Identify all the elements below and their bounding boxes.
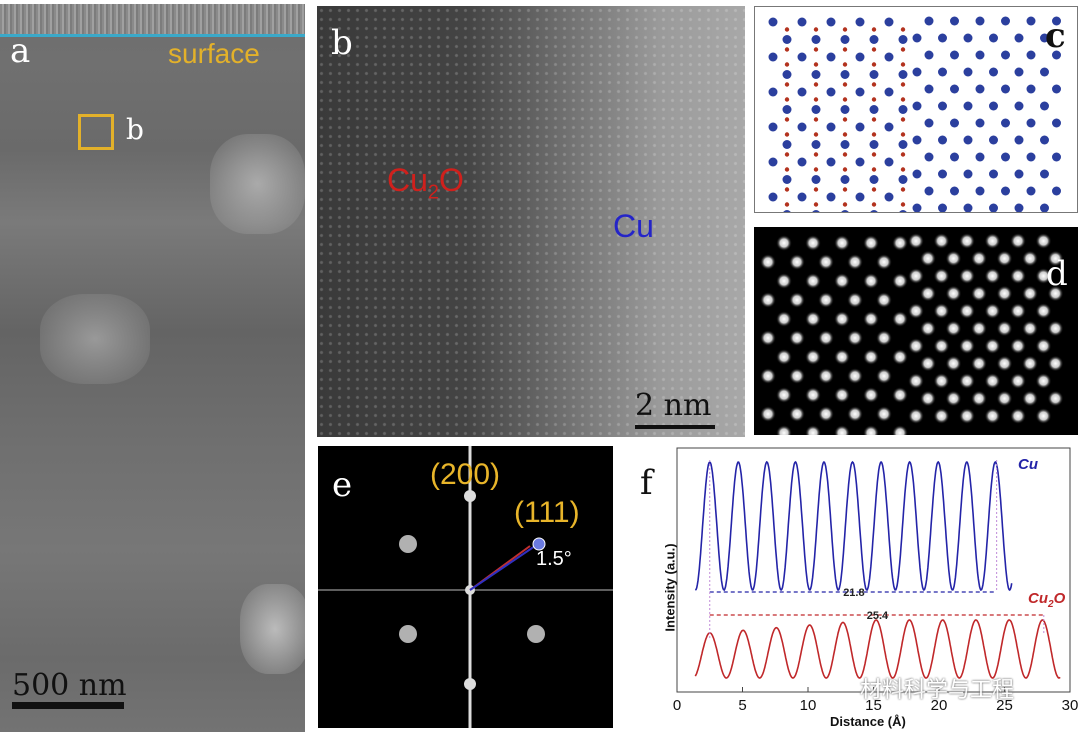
roi-label: b (126, 113, 144, 146)
panel-f-line-profile: 0 5 10 15 20 25 30 21.8 25.4 f Cu Cu2O Intensity… (640, 440, 1080, 732)
atomic-model-svg (768, 16, 1061, 212)
scale-bar (12, 702, 124, 709)
grain-contrast (210, 134, 305, 234)
fft-pattern-svg (318, 446, 613, 728)
panel-label-f: f (640, 463, 653, 503)
misorientation-angle: 1.5° (536, 548, 572, 570)
panel-a-tem-image: a surface b 500 nm (0, 4, 305, 732)
panel-label-b: b (331, 23, 353, 63)
panel-d-simulated-image: d (754, 227, 1078, 435)
surface-interface-line (0, 34, 305, 37)
cu-label: Cu (613, 208, 654, 244)
surface-label: surface (168, 38, 260, 69)
scale-bar-label: 2 nm (635, 388, 712, 423)
line-profile-chart: 0 5 10 15 20 25 30 21.825.4 (673, 447, 1079, 714)
spot-label-200: (200) (430, 458, 501, 491)
svg-text:21.8: 21.8 (843, 587, 864, 599)
svg-text:10: 10 (800, 697, 817, 714)
svg-text:25: 25 (996, 697, 1013, 714)
watermark: 材料科学与工程 (860, 677, 1015, 702)
grain-contrast (40, 294, 150, 384)
svg-text:5: 5 (738, 697, 746, 714)
protective-layer (0, 4, 305, 34)
scale-bar-label: 500 nm (12, 668, 127, 703)
cu2o-label: Cu2O (387, 162, 464, 204)
panel-label-a: a (10, 31, 31, 71)
y-axis-label: Intensity (a.u.) (662, 543, 678, 632)
legend-cu: Cu (1018, 456, 1038, 473)
svg-text:0: 0 (673, 697, 681, 714)
panel-label-c: c (1045, 16, 1066, 56)
svg-text:15: 15 (865, 697, 882, 714)
panel-c-atomic-model: c (754, 6, 1078, 213)
panel-label-e: e (332, 465, 353, 505)
panel-e-fft: e (200) (111) 1.5° (318, 446, 613, 728)
grain-contrast (240, 584, 305, 674)
x-axis-label: Distance (Å) (830, 714, 906, 729)
scale-bar (635, 425, 715, 429)
svg-text:25.4: 25.4 (867, 610, 889, 622)
svg-text:20: 20 (931, 697, 948, 714)
simulated-image-svg (760, 233, 1064, 435)
spot-label-111: (111) (514, 496, 580, 529)
panel-label-d: d (1046, 254, 1068, 294)
svg-text:30: 30 (1062, 697, 1079, 714)
legend-cu2o: Cu2O (1028, 590, 1066, 610)
panel-b-hrtem: b Cu2O Cu 2 nm (317, 6, 745, 437)
roi-box (78, 114, 114, 150)
